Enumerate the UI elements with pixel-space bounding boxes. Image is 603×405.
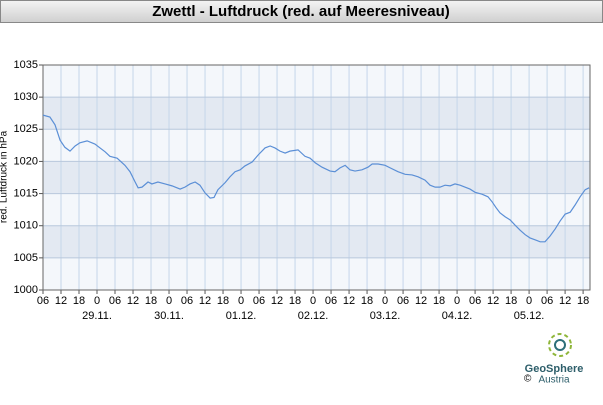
x-tick-label: 06 — [37, 295, 49, 307]
logo-name: GeoSphere — [525, 363, 584, 375]
date-label: 05.12. — [514, 310, 545, 322]
x-tick-label: 06 — [541, 295, 553, 307]
plot-frame — [42, 64, 591, 291]
data-line — [42, 114, 590, 243]
x-tick-label: 12 — [127, 295, 139, 307]
x-tick-label: 0 — [166, 295, 172, 307]
x-tick-label: 0 — [526, 295, 532, 307]
x-tick-label: 12 — [559, 295, 571, 307]
y-tick-label: 1015 — [14, 187, 38, 199]
y-tick-label: 1020 — [14, 155, 38, 167]
chart-title: Zwettl - Luftdruck (red. auf Meeresnivea… — [152, 3, 450, 20]
x-tick-label: 12 — [55, 295, 67, 307]
logo-icon — [554, 339, 566, 351]
x-tick-label: 06 — [253, 295, 265, 307]
x-tick-label: 18 — [577, 295, 589, 307]
y-tick-label: 1035 — [14, 59, 38, 71]
grid-band — [43, 225, 590, 258]
copyright: © — [524, 374, 532, 385]
x-tick-label: 0 — [382, 295, 388, 307]
x-tick-label: 12 — [271, 295, 283, 307]
x-tick-label: 18 — [145, 295, 157, 307]
x-tick-label: 18 — [73, 295, 85, 307]
x-tick-label: 0 — [310, 295, 316, 307]
x-tick-label: 06 — [181, 295, 193, 307]
x-tick-label: 12 — [487, 295, 499, 307]
y-tick-label: 1010 — [14, 220, 38, 232]
grid-band — [43, 97, 590, 130]
date-label: 03.12. — [370, 310, 401, 322]
y-axis-label: red. Luftdruck in hPa — [0, 130, 10, 223]
x-tick-label: 18 — [289, 295, 301, 307]
x-tick-label: 18 — [361, 295, 373, 307]
x-tick-label: 0 — [454, 295, 460, 307]
date-label: 30.11. — [154, 310, 184, 322]
x-tick-label: 0 — [94, 295, 100, 307]
x-tick-label: 12 — [415, 295, 427, 307]
x-tick-label: 18 — [217, 295, 229, 307]
y-tick-label: 1000 — [14, 284, 38, 296]
grid-band — [43, 161, 590, 194]
x-tick-label: 06 — [109, 295, 121, 307]
x-tick-label: 06 — [469, 295, 481, 307]
y-tick-label: 1030 — [14, 91, 38, 103]
date-label: 02.12. — [298, 310, 329, 322]
logo: GeoSphere Austria © — [524, 333, 584, 386]
date-label: 04.12. — [442, 310, 473, 322]
x-tick-label: 06 — [397, 295, 409, 307]
logo-icon — [548, 333, 572, 357]
date-label: 01.12. — [226, 310, 257, 322]
logo-sub: Austria — [538, 375, 570, 386]
x-tick-label: 0 — [238, 295, 244, 307]
x-tick-label: 06 — [325, 295, 337, 307]
x-tick-label: 12 — [343, 295, 355, 307]
y-tick-label: 1025 — [14, 123, 38, 135]
x-tick-label: 18 — [505, 295, 517, 307]
x-tick-label: 18 — [433, 295, 445, 307]
date-label: 29.11. — [82, 310, 112, 322]
x-tick-label: 12 — [199, 295, 211, 307]
y-tick-label: 1005 — [14, 252, 38, 264]
